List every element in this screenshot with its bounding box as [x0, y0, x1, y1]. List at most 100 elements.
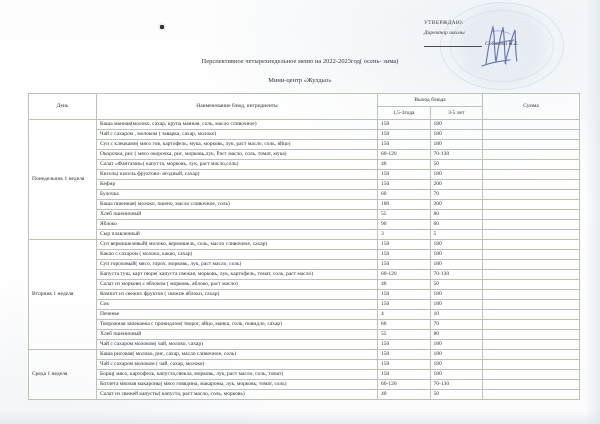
table-row: Хлеб пшеничный 55 80 — [29, 329, 580, 340]
sum-cell — [482, 369, 580, 380]
output-age-1-cell: 55 — [377, 209, 431, 220]
output-age-2-cell: 70 — [429, 319, 483, 330]
output-age-2-cell: 180 — [429, 169, 483, 180]
dish-cell: Суп гороховый( мясо, горох, морковь, лук… — [96, 259, 378, 270]
sum-cell — [482, 379, 580, 390]
output-age-1-cell: 60-120 — [377, 379, 431, 390]
table-row: Хлеб пшеничный 55 80 — [29, 209, 580, 220]
table-row: Какао с сахаром ( молоко, какао, сахар) 1… — [29, 249, 580, 260]
dish-cell: Творожная запеканка с провидлом( творог,… — [96, 319, 378, 330]
sum-cell — [482, 139, 580, 150]
output-age-2-cell: 180 — [429, 299, 483, 310]
dish-cell: Котлета мясная макароны( мясо говядина, … — [96, 379, 378, 390]
table-row: Творожная запеканка с провидлом( творог,… — [29, 319, 580, 330]
output-age-1-cell: 150 — [377, 339, 431, 350]
output-age-2-cell: 80 — [429, 329, 483, 340]
table-row: Салат из моркови с яблоком ( морковь, яб… — [29, 279, 580, 290]
dish-cell: Хлеб пшеничный — [96, 209, 378, 220]
output-age-1-cell: 150 — [377, 129, 431, 140]
sum-cell — [482, 309, 580, 320]
output-age-1-cell: 150 — [377, 259, 431, 270]
dish-cell: Суп вермишелевый( молоко, вермишель, сол… — [96, 239, 378, 250]
table-row: Печенье 4 10 — [29, 309, 580, 320]
dish-cell: Чай с сахаром молоком ( чай, сахар, моло… — [96, 359, 378, 370]
dish-cell: Какао с сахаром ( молоко, какао, сахар) — [96, 249, 378, 260]
sum-cell — [482, 199, 580, 210]
output-age-2-cell: 70-130 — [429, 269, 483, 280]
dish-cell: Кисель( кисель фруктово- ягодный, сахар) — [96, 169, 378, 180]
menu-table-body: Понедельник 1 неделя Каша манная(молоко, … — [28, 119, 580, 400]
approval-block: УТВЕРЖДАЮ: Директор школы Соболева Н.Е. — [424, 18, 592, 49]
output-age-2-cell: 180 — [429, 259, 483, 270]
table-row: Среда 1 неделя Каша рисовая( молоко, рис,… — [28, 349, 580, 400]
header-output: Выход блюда — [377, 93, 483, 107]
output-age-1-cell: 150 — [377, 249, 431, 260]
sum-cell — [482, 329, 580, 340]
dish-cell: Салат «Фантазия»( капуста, морковь, лук,… — [96, 159, 378, 170]
table-row: Сыр плавленный 3 5 — [29, 229, 580, 240]
output-age-1-cell: 60 — [377, 189, 431, 200]
menu-table: День Наименование блюд, ингридиенты Выхо… — [28, 93, 580, 400]
output-age-1-cell: 150 — [377, 359, 431, 370]
output-age-2-cell: 180 — [429, 239, 483, 250]
dish-cell: Печенье — [96, 309, 378, 320]
output-age-1-cell: 150 — [377, 369, 431, 380]
table-row: Чай с сахаром молоком( чай, молоко, саха… — [29, 339, 580, 350]
output-age-1-cell: 40 — [377, 389, 431, 400]
header-output-age-2: 3-5 лет — [429, 106, 483, 120]
header-row-main: День Наименование блюд, ингридиенты Выхо… — [28, 93, 580, 120]
dish-cell: Салат из моркови с яблоком ( морковь, яб… — [96, 279, 378, 290]
dish-cell: Салат из свежей капусты( капуста, раст м… — [96, 389, 378, 400]
output-age-1-cell: 150 — [377, 239, 431, 250]
output-age-1-cell: 180 — [377, 199, 431, 210]
output-age-1-cell: 150 — [377, 139, 431, 150]
header-sum: Сумма — [482, 93, 580, 120]
sum-cell — [482, 269, 580, 280]
output-age-2-cell: 5 — [429, 229, 483, 240]
sum-cell — [482, 169, 580, 180]
output-age-1-cell: 40 — [377, 159, 431, 170]
table-row: Яблоко 90 60 — [29, 219, 580, 230]
sum-cell — [482, 159, 580, 170]
approval-signature-line: Соболева Н.Е. — [424, 39, 592, 49]
output-age-2-cell: 200 — [429, 199, 483, 210]
output-age-2-cell: 180 — [429, 139, 483, 150]
dish-cell: Булочка — [96, 189, 378, 200]
output-age-1-cell: 90 — [377, 219, 431, 230]
output-age-1-cell: 60-120 — [377, 149, 431, 160]
sum-cell — [482, 249, 580, 260]
output-age-2-cell: 50 — [429, 389, 483, 400]
document-subtitle: Мини-центр «Жулдыз» — [268, 77, 332, 84]
output-age-1-cell: 150 — [377, 299, 431, 310]
output-age-1-cell: 60-120 — [377, 269, 431, 280]
table-row: Борщ( мясо, картофель, капуста,свекла, м… — [29, 369, 580, 380]
dish-cell: Сыр плавленный — [96, 229, 378, 240]
sum-cell — [482, 129, 580, 140]
table-row: Сок 150 180 — [29, 299, 580, 310]
output-age-2-cell: 70-130 — [429, 379, 483, 390]
sum-cell — [482, 299, 580, 310]
dish-cell: Яблоко — [96, 219, 378, 230]
sum-cell — [482, 239, 580, 250]
output-age-2-cell: 80 — [429, 209, 483, 220]
table-row: Чай с сахаром , молоком ( заварка, сахар… — [29, 129, 580, 140]
table-row: Кефир 150 200 — [29, 179, 580, 190]
table-row: Котлета мясная макароны( мясо говядина, … — [29, 379, 580, 390]
sum-cell — [482, 189, 580, 200]
table-row: Салат «Фантазия»( капуста, морковь, лук,… — [29, 159, 580, 170]
sum-cell — [482, 119, 580, 130]
output-age-1-cell: 150 — [377, 169, 431, 180]
table-row: Чай с сахаром молоком ( чай, сахар, моло… — [29, 359, 580, 370]
output-age-2-cell: 50 — [429, 159, 483, 170]
table-row: Компот из свежих фруктов ( свежие яблоки… — [29, 289, 580, 300]
dish-cell: Кефир — [96, 179, 378, 190]
output-age-2-cell: 180 — [429, 249, 483, 260]
table-row: Понедельник 1 неделя Каша манная(молоко, … — [28, 119, 580, 240]
dish-cell: Компот из свежих фруктов ( свежие яблоки… — [96, 289, 378, 300]
sum-cell — [482, 339, 580, 350]
output-age-1-cell: 150 — [377, 119, 431, 130]
dish-cell: Суп с клецками( мясо гов, картофель, мук… — [96, 139, 378, 150]
menu-table-head: День Наименование блюд, ингридиенты Выхо… — [28, 93, 580, 120]
table-row: Суп с клецками( мясо гов, картофель, мук… — [29, 139, 580, 150]
output-age-2-cell: 180 — [429, 339, 483, 350]
